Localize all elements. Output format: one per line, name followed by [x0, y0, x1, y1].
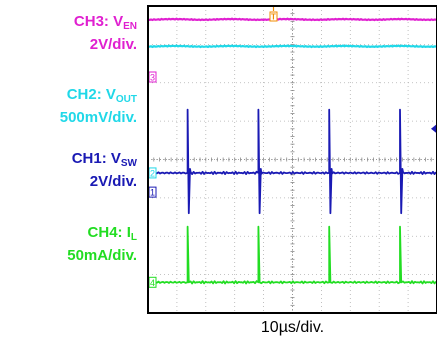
ch4-trace [147, 225, 437, 285]
svg-text:2: 2 [150, 168, 155, 178]
legend-ch2-scale: 500mV/div. [59, 109, 137, 126]
ch3-level-marker: 3 [148, 71, 157, 83]
ch2-trace [148, 44, 437, 49]
legend-ch3: CH3: VEN 2V/div. [74, 10, 137, 56]
scope-frame [147, 5, 437, 314]
legend-ch3-name: CH3: VEN [73, 13, 137, 32]
legend-ch1-name: CH1: VSW [71, 150, 137, 169]
trigger-marker-label: T [271, 13, 276, 22]
legend-ch3-scale: 2V/div. [89, 36, 137, 53]
ch1-trace [147, 108, 437, 215]
channel-legend: CH3: VEN 2V/div. CH2: VOUT 500mV/div. CH… [0, 0, 140, 300]
svg-text:4: 4 [150, 278, 155, 288]
ch2-level-marker: 2 [148, 167, 157, 179]
legend-ch4-scale: 50mA/div. [67, 247, 137, 264]
x-scale-label: 10µs/div. [260, 319, 325, 336]
ch4-level-marker: 4 [148, 276, 157, 288]
legend-ch4-name: CH4: IL [87, 224, 137, 243]
legend-ch4: CH4: IL 50mA/div. [67, 221, 137, 267]
scope-traces [147, 17, 437, 285]
svg-text:3: 3 [150, 72, 155, 82]
legend-ch1: CH1: VSW 2V/div. [72, 147, 137, 193]
legend-ch2-name: CH2: VOUT [66, 86, 137, 105]
ch3-trace [148, 17, 436, 22]
ch1-level-marker: 1 [148, 186, 157, 198]
legend-ch2: CH2: VOUT 500mV/div. [60, 83, 137, 129]
trigger-marker: T [269, 7, 278, 22]
ch1-offset-pointer [431, 124, 436, 133]
svg-text:1: 1 [150, 188, 155, 198]
legend-ch1-scale: 2V/div. [89, 173, 137, 190]
scope-grid [147, 5, 437, 314]
